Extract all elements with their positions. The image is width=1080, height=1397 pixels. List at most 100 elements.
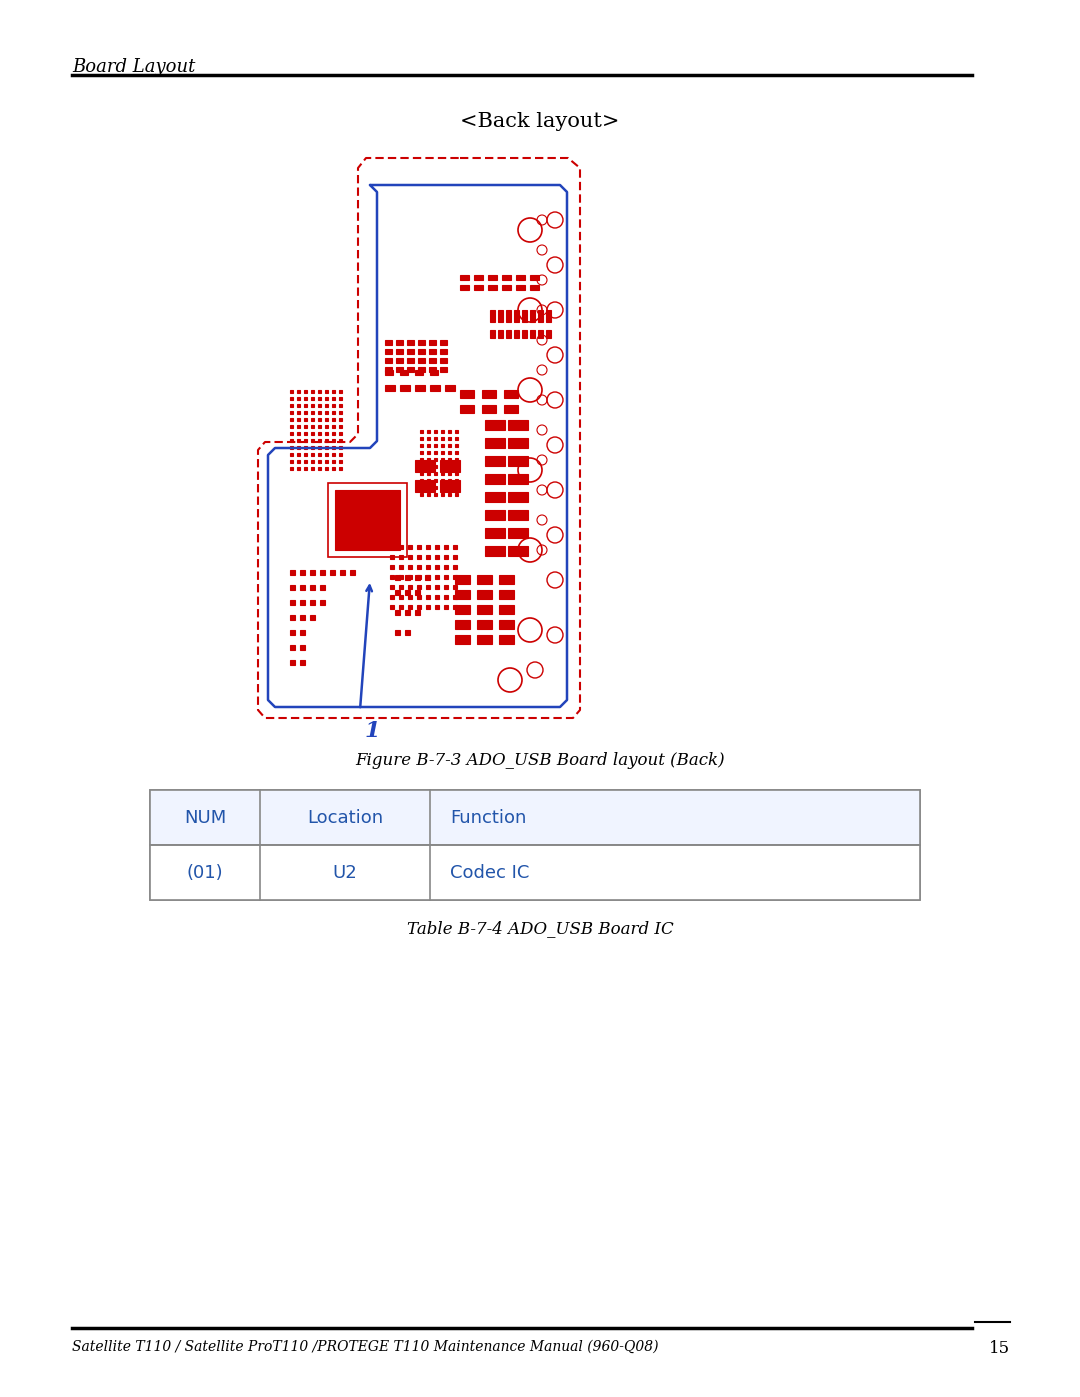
Bar	[339, 467, 342, 469]
Bar	[435, 564, 438, 569]
Bar	[418, 367, 426, 372]
Bar	[453, 585, 457, 590]
Bar	[339, 418, 342, 420]
Bar	[499, 636, 514, 644]
Bar	[384, 349, 392, 353]
Bar	[434, 444, 437, 447]
Bar	[396, 367, 403, 372]
Bar	[408, 564, 411, 569]
Bar	[420, 444, 423, 447]
Bar	[384, 358, 392, 363]
Bar	[441, 493, 444, 496]
Bar	[399, 576, 403, 578]
Bar	[455, 437, 458, 440]
Bar	[303, 460, 307, 462]
Bar	[448, 472, 451, 475]
Bar	[291, 615, 295, 620]
Bar	[335, 490, 400, 550]
Bar	[440, 460, 460, 472]
Bar	[499, 576, 514, 584]
Bar	[434, 493, 437, 496]
Bar	[310, 615, 315, 620]
Bar	[499, 605, 514, 615]
Bar	[420, 472, 423, 475]
Bar	[311, 411, 314, 414]
Bar	[332, 446, 335, 448]
Bar	[303, 404, 307, 407]
Bar	[453, 595, 457, 599]
Bar	[516, 285, 525, 291]
Bar	[508, 420, 528, 430]
Bar	[325, 411, 328, 414]
Bar	[396, 349, 403, 353]
Bar	[455, 472, 458, 475]
Bar	[407, 358, 414, 363]
Bar	[407, 339, 414, 345]
Bar	[399, 595, 403, 599]
Bar	[300, 630, 305, 636]
Bar	[320, 599, 325, 605]
Bar	[427, 472, 430, 475]
Text: U2: U2	[333, 863, 357, 882]
Bar	[405, 610, 410, 615]
Text: (01): (01)	[187, 863, 224, 882]
Bar	[499, 590, 514, 599]
Bar	[477, 576, 492, 584]
Bar	[441, 465, 444, 468]
Bar	[339, 446, 342, 448]
Bar	[332, 439, 335, 441]
Bar	[441, 444, 444, 447]
Bar	[395, 610, 400, 615]
Bar	[420, 493, 423, 496]
Bar	[417, 576, 421, 578]
Bar	[455, 636, 470, 644]
Bar	[297, 397, 300, 400]
Bar	[417, 605, 421, 609]
Bar	[291, 599, 295, 605]
Bar	[291, 630, 295, 636]
Bar	[440, 481, 460, 492]
Bar	[440, 339, 447, 345]
Text: Board Layout: Board Layout	[72, 59, 195, 75]
Text: Location: Location	[307, 809, 383, 827]
Bar	[300, 570, 305, 576]
Bar	[530, 310, 535, 321]
Bar	[339, 432, 342, 434]
Bar	[429, 358, 436, 363]
Bar	[445, 386, 455, 391]
Bar	[399, 605, 403, 609]
Bar	[508, 455, 528, 467]
Text: Satellite T110 / Satellite ProT110 /PROTEGE T110 Maintenance Manual (960-Q08): Satellite T110 / Satellite ProT110 /PROT…	[72, 1340, 659, 1354]
Bar	[408, 595, 411, 599]
Bar	[384, 339, 392, 345]
Bar	[297, 432, 300, 434]
Bar	[405, 590, 410, 595]
Bar	[455, 444, 458, 447]
Bar	[407, 349, 414, 353]
Bar	[325, 467, 328, 469]
Bar	[435, 585, 438, 590]
Bar	[453, 576, 457, 578]
Bar	[440, 349, 447, 353]
Bar	[405, 630, 410, 636]
Bar	[441, 486, 444, 489]
Bar	[396, 339, 403, 345]
Bar	[444, 564, 448, 569]
Bar	[441, 479, 444, 482]
Bar	[455, 479, 458, 482]
Bar	[303, 453, 307, 455]
Bar	[477, 636, 492, 644]
Bar	[291, 446, 293, 448]
Bar	[485, 546, 505, 556]
Bar	[395, 576, 400, 580]
Bar	[408, 576, 411, 578]
Bar	[415, 610, 420, 615]
Bar	[453, 564, 457, 569]
Bar	[522, 330, 527, 338]
Bar	[318, 446, 321, 448]
Bar	[297, 460, 300, 462]
Bar	[318, 404, 321, 407]
Bar	[332, 460, 335, 462]
Bar	[420, 437, 423, 440]
Bar	[310, 585, 315, 590]
